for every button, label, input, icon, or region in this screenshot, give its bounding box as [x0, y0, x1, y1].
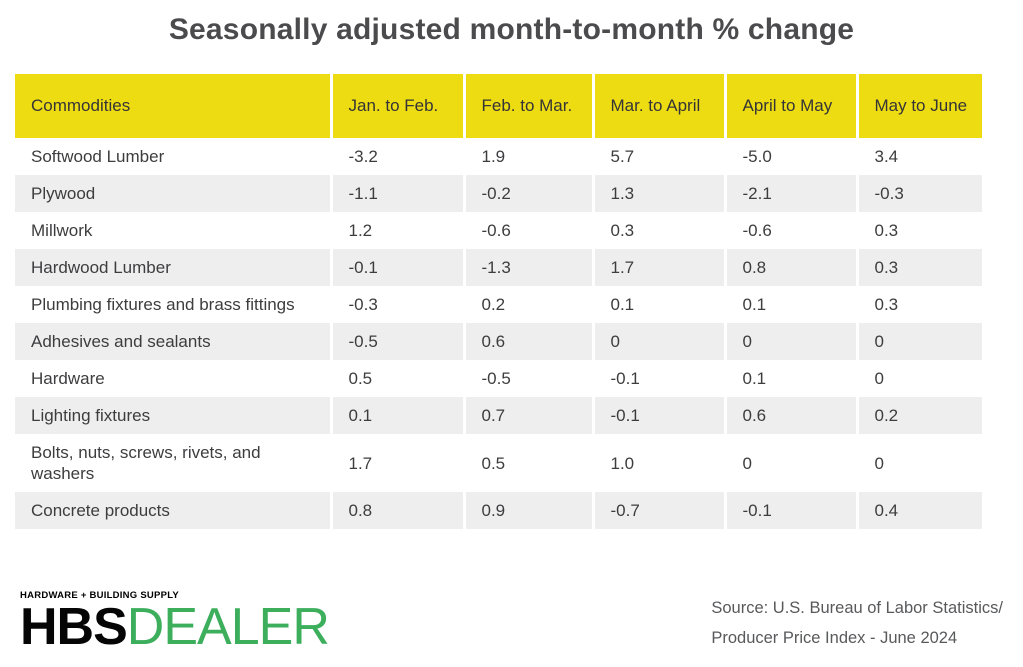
footer: HARDWARE + BUILDING SUPPLY HBSDEALER Sou…	[20, 591, 1003, 653]
value-cell: 1.3	[593, 175, 727, 212]
value-cell: 0.8	[725, 249, 859, 286]
value-cell: 0.7	[464, 397, 595, 434]
value-cell: 0.2	[857, 397, 982, 434]
table-header-row: Commodities Jan. to Feb. Feb. to Mar. Ma…	[15, 74, 982, 138]
value-cell: 0	[857, 323, 982, 360]
value-cell: 1.7	[593, 249, 727, 286]
table-row: Plumbing fixtures and brass fittings -0.3…	[15, 286, 982, 323]
value-cell: 0.3	[874, 221, 899, 240]
commodity-label: Bolts, nuts, screws, rivets, and washers	[15, 434, 333, 492]
value-cell: 1.9	[464, 138, 595, 175]
hbs-dealer-logo: HARDWARE + BUILDING SUPPLY HBSDEALER	[20, 590, 330, 653]
column-header-may-june: May to June	[857, 74, 982, 138]
table-row: Concrete products 0.8 0.9 -0.7 -0.1 0.4	[15, 492, 982, 529]
commodity-label: Millwork	[15, 212, 333, 249]
value-cell: 0.3	[874, 295, 899, 314]
value-cell: -2.1	[725, 175, 859, 212]
value-cell: 1.0	[593, 434, 727, 492]
value-cell: 0.4	[857, 492, 982, 529]
logo-hbs-text: HBS	[20, 597, 128, 656]
infographic-page: Seasonally adjusted month-to-month % cha…	[0, 13, 1023, 667]
value-cell: -3.2	[331, 138, 466, 175]
table-row: Bolts, nuts, screws, rivets, and washers…	[15, 434, 982, 492]
source-attribution: Source: U.S. Bureau of Labor Statistics/…	[711, 591, 1003, 653]
commodity-label: Plywood	[15, 175, 333, 212]
value-cell: 0.5	[331, 360, 466, 397]
value-cell: 3.4	[874, 147, 899, 166]
source-line-2: Producer Price Index - June 2024	[711, 629, 958, 647]
value-cell: -0.1	[593, 360, 727, 397]
value-cell: 0.1	[593, 286, 727, 323]
value-cell: 0.1	[725, 360, 859, 397]
value-cell: 0	[874, 369, 884, 388]
logo-tagline: HARDWARE + BUILDING SUPPLY	[20, 590, 179, 601]
value-cell: -0.7	[593, 492, 727, 529]
commodities-table: Commodities Jan. to Feb. Feb. to Mar. Ma…	[15, 74, 982, 529]
column-header-mar-april: Mar. to April	[593, 74, 727, 138]
value-cell: 1.7	[331, 434, 466, 492]
table-row: Softwood Lumber -3.2 1.9 5.7 -5.0 3.4	[15, 138, 982, 175]
table-row: Millwork 1.2 -0.6 0.3 -0.6 0.3	[15, 212, 982, 249]
value-cell: -0.6	[464, 212, 595, 249]
commodity-label: Plumbing fixtures and brass fittings	[15, 286, 333, 323]
column-header-jan-feb: Jan. to Feb.	[331, 74, 466, 138]
table-row: Hardwood Lumber -0.1 -1.3 1.7 0.8 0.3	[15, 249, 982, 286]
value-cell: -0.6	[725, 212, 859, 249]
value-cell: -0.3	[857, 175, 982, 212]
value-cell: 5.7	[593, 138, 727, 175]
table-body: Softwood Lumber -3.2 1.9 5.7 -5.0 3.4 Plywood -…	[15, 138, 982, 529]
value-cell: 0.2	[464, 286, 595, 323]
column-header-commodities: Commodities	[15, 74, 333, 138]
column-header-april-may: April to May	[725, 74, 859, 138]
value-cell: -0.1	[593, 397, 727, 434]
table-header: Commodities Jan. to Feb. Feb. to Mar. Ma…	[15, 74, 982, 138]
value-cell: -0.1	[725, 492, 859, 529]
value-cell: -0.5	[331, 323, 466, 360]
source-line-1: Source: U.S. Bureau of Labor Statistics/	[711, 599, 1003, 617]
value-cell: -1.3	[464, 249, 595, 286]
value-cell: 0	[725, 323, 859, 360]
column-header-feb-mar: Feb. to Mar.	[464, 74, 595, 138]
logo-dealer-text: DEALER	[126, 597, 330, 656]
value-cell: -0.5	[464, 360, 595, 397]
value-cell: 0.6	[464, 323, 595, 360]
value-cell: 0	[725, 434, 859, 492]
table-row: Hardware 0.5 -0.5 -0.1 0.1 0	[15, 360, 982, 397]
value-cell: -0.3	[331, 286, 466, 323]
value-cell: -0.2	[464, 175, 595, 212]
value-cell: 0	[874, 453, 884, 473]
value-cell: 0.5	[464, 434, 595, 492]
value-cell: 1.2	[331, 212, 466, 249]
value-cell: 0.9	[464, 492, 595, 529]
logo-wordmark: HBSDEALER	[20, 601, 330, 653]
value-cell: 0.3	[593, 212, 727, 249]
commodity-label: Softwood Lumber	[15, 138, 333, 175]
value-cell: -5.0	[725, 138, 859, 175]
commodity-label: Concrete products	[15, 492, 333, 529]
value-cell: 0.8	[331, 492, 466, 529]
commodity-label: Hardwood Lumber	[15, 249, 333, 286]
value-cell: -0.1	[331, 249, 466, 286]
table-row: Adhesives and sealants -0.5 0.6 0 0 0	[15, 323, 982, 360]
value-cell: 0	[593, 323, 727, 360]
commodity-label: Hardware	[15, 360, 333, 397]
value-cell: 0.1	[331, 397, 466, 434]
value-cell: 0.6	[725, 397, 859, 434]
commodity-label: Lighting fixtures	[15, 397, 333, 434]
commodity-label: Adhesives and sealants	[15, 323, 333, 360]
page-title: Seasonally adjusted month-to-month % cha…	[168, 13, 855, 46]
table-row: Lighting fixtures 0.1 0.7 -0.1 0.6 0.2	[15, 397, 982, 434]
value-cell: 0.1	[725, 286, 859, 323]
value-cell: -1.1	[331, 175, 466, 212]
value-cell: 0.3	[857, 249, 982, 286]
table-row: Plywood -1.1 -0.2 1.3 -2.1 -0.3	[15, 175, 982, 212]
